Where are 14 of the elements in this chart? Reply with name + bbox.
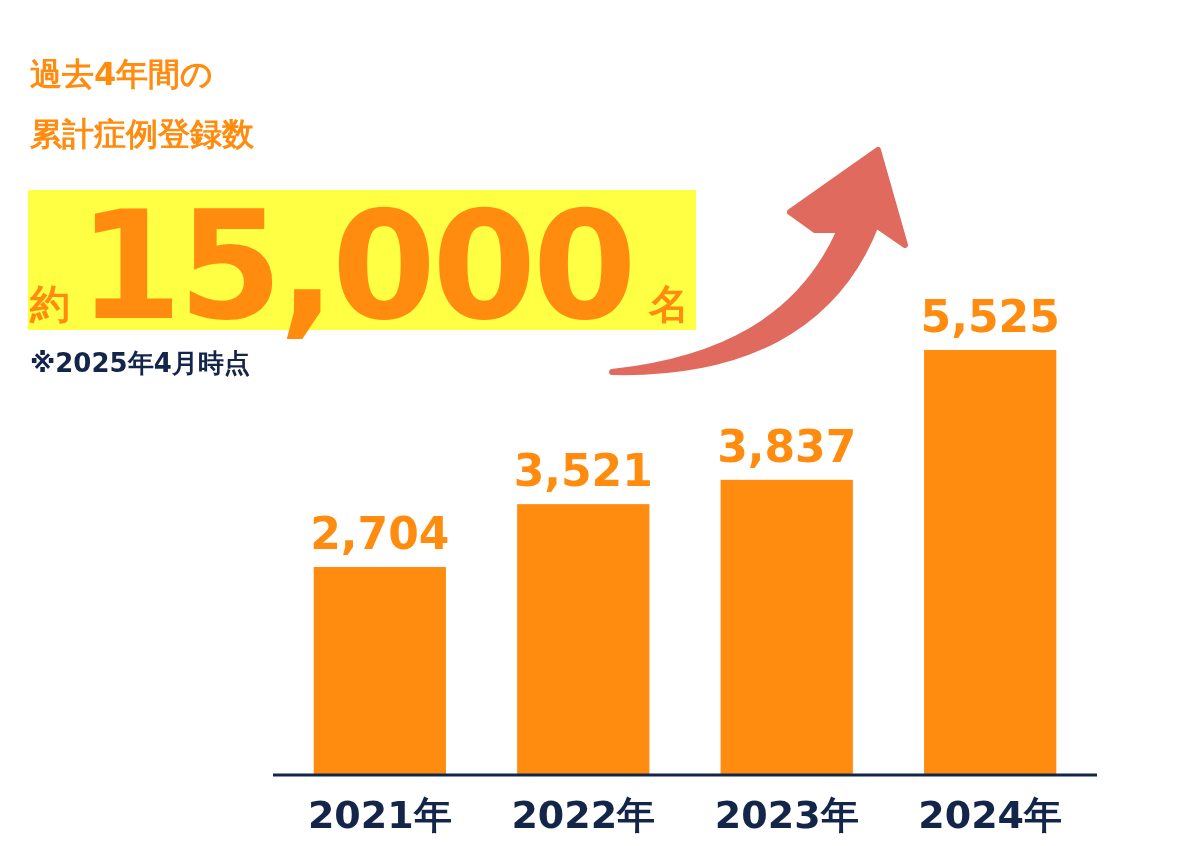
chart-subtitle: 累計症例登録数	[30, 115, 255, 153]
data-label: 5,525	[920, 291, 1060, 342]
bar	[924, 350, 1057, 775]
bar	[313, 567, 446, 775]
x-tick-label: 2021年	[307, 793, 452, 837]
bar	[517, 504, 650, 775]
chart-title: 過去4年間の	[30, 55, 214, 93]
x-tick-label: 2023年	[714, 793, 859, 837]
x-tick-label: 2024年	[918, 793, 1063, 837]
data-label: 2,704	[310, 508, 450, 559]
bar	[720, 479, 853, 775]
data-label: 3,521	[513, 445, 653, 497]
x-tick-label: 2022年	[511, 793, 656, 837]
data-label: 3,837	[717, 420, 857, 472]
